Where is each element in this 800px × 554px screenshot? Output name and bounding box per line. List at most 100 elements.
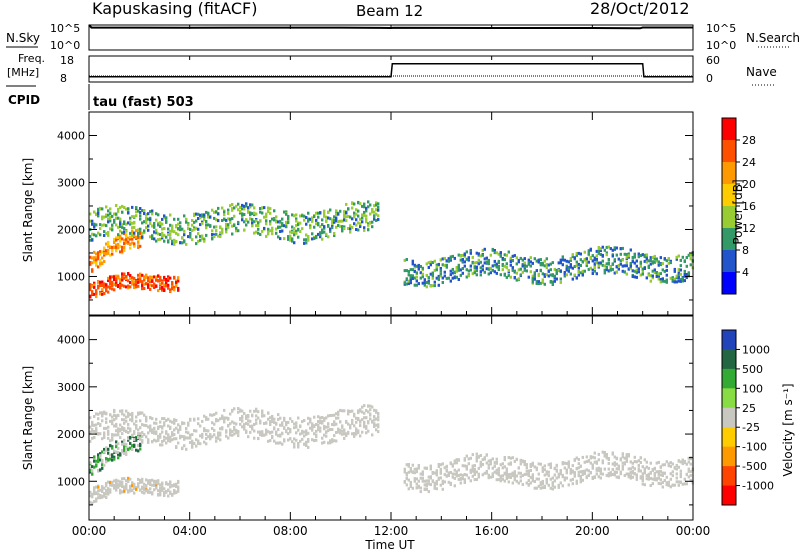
power-cell — [335, 225, 338, 229]
power-cell — [323, 226, 326, 230]
noise-right-tick-top: 10^5 — [706, 22, 736, 35]
velocity-cell — [119, 423, 122, 427]
velocity-cell — [113, 410, 116, 414]
power-cell — [295, 219, 298, 223]
velocity-cell — [473, 470, 476, 474]
velocity-cell — [461, 464, 464, 468]
velocity-cell — [177, 487, 180, 491]
velocity-cell — [201, 435, 204, 439]
power-cell — [119, 229, 122, 233]
velocity-cell — [151, 417, 154, 421]
power-cell — [515, 256, 518, 260]
power-cell — [535, 282, 538, 285]
velocity-cell — [213, 433, 216, 437]
velocity-cell — [137, 482, 140, 486]
velocity-cell — [333, 434, 336, 438]
power-cell — [209, 224, 212, 228]
velocity-cell — [185, 427, 188, 430]
velocity-cell — [493, 470, 496, 474]
power-cell — [117, 233, 120, 237]
velocity-cell — [93, 500, 96, 503]
power-cell — [349, 224, 352, 228]
velocity-cell — [167, 417, 170, 421]
power-cell — [555, 277, 558, 281]
power-cell — [377, 205, 380, 209]
velocity-cell — [313, 415, 316, 419]
power-cell — [371, 225, 374, 229]
velocity-cell — [477, 466, 480, 470]
power-cell — [575, 264, 578, 268]
velocity-cbar-swatch-3 — [722, 388, 736, 409]
velocity-cell — [197, 422, 200, 426]
power-cell — [425, 281, 428, 284]
power-cell — [351, 201, 354, 205]
velocity-cbar-tick-label-6: -500 — [742, 460, 767, 473]
power-cell — [499, 251, 502, 255]
velocity-cell — [115, 482, 118, 486]
power-cell — [637, 267, 640, 271]
velocity-cell — [361, 418, 364, 422]
power-cell — [641, 272, 644, 276]
velocity-cell — [585, 468, 588, 472]
power-cell — [317, 215, 320, 219]
velocity-cell — [303, 430, 306, 434]
velocity-cell — [99, 458, 102, 462]
velocity-cell — [407, 464, 410, 468]
velocity-cell — [613, 461, 616, 465]
velocity-cell — [431, 471, 434, 475]
power-cell — [531, 280, 534, 284]
velocity-cell — [643, 467, 646, 471]
power-cell — [259, 233, 262, 236]
power-cell — [105, 213, 108, 217]
velocity-cell — [111, 453, 114, 457]
velocity-cell — [467, 476, 470, 480]
velocity-cell — [163, 491, 166, 495]
velocity-cell — [177, 429, 180, 433]
power-cell — [161, 231, 164, 235]
velocity-cell — [261, 411, 264, 415]
velocity-cell — [141, 477, 144, 481]
power-cell — [299, 230, 302, 233]
velocity-cell — [567, 465, 570, 469]
power-cell — [597, 261, 600, 265]
velocity-cell — [95, 427, 98, 431]
power-cell — [609, 268, 612, 272]
power-cell — [443, 270, 446, 274]
power-cell — [191, 219, 194, 222]
velocity-cell — [305, 431, 308, 435]
velocity-cell — [665, 481, 668, 485]
power-cell — [685, 275, 688, 279]
power-cell — [469, 268, 472, 272]
power-cell — [499, 254, 502, 258]
velocity-cell — [583, 460, 586, 464]
velocity-cell — [375, 410, 378, 414]
power-cell — [569, 257, 572, 261]
velocity-cell — [109, 481, 112, 484]
velocity-cell — [149, 487, 152, 491]
power-cell — [117, 276, 120, 280]
power-cell — [359, 202, 362, 206]
power-cell — [587, 260, 590, 264]
power-cell — [97, 231, 100, 235]
velocity-cell — [117, 442, 120, 446]
velocity-cell — [125, 409, 128, 413]
velocity-cell — [153, 427, 156, 431]
power-cell — [653, 254, 656, 258]
power-cell — [681, 279, 684, 283]
power-cell — [413, 263, 416, 267]
power-ytick-label-0: 4000 — [57, 129, 85, 142]
power-cell — [301, 214, 304, 218]
power-cell — [413, 276, 416, 280]
power-cell — [465, 275, 468, 279]
power-cell — [527, 258, 530, 262]
velocity-cell — [327, 425, 330, 429]
power-cell — [521, 258, 524, 262]
power-cell — [335, 216, 338, 220]
velocity-cell — [155, 432, 158, 436]
power-cell — [93, 222, 96, 226]
power-cell — [607, 269, 610, 273]
velocity-cell — [321, 416, 324, 419]
velocity-cell — [485, 453, 488, 457]
velocity-cell — [441, 479, 444, 483]
velocity-cell — [243, 412, 246, 415]
